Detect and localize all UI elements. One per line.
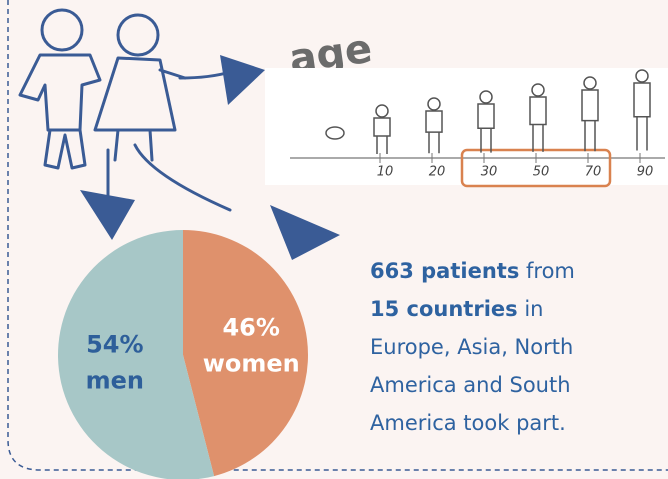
note-line: 663 patients from	[370, 259, 575, 283]
age-strip: 10 20 30 50 70 90	[265, 68, 668, 186]
slice-value-label: 46%	[222, 313, 279, 341]
note-line: America and South	[370, 373, 571, 397]
infographic: age 102030507090 663 patients from15 cou…	[0, 0, 668, 479]
age-tick-label: 70	[585, 165, 602, 180]
slice-category-label: men	[86, 367, 144, 395]
note-line: America took part.	[370, 411, 566, 435]
note-text: America took part.	[370, 411, 566, 435]
note-text: America and South	[370, 373, 571, 397]
note-text: from	[519, 259, 575, 283]
note-text: Europe, Asia, North	[370, 335, 573, 359]
age-tick-label: 50	[533, 165, 550, 180]
note-text: in	[518, 297, 544, 321]
note-line: Europe, Asia, North	[370, 335, 573, 359]
note-line: 15 countries in	[370, 297, 543, 321]
note-text: 15 countries	[370, 297, 518, 321]
slice-category-label: women	[203, 349, 300, 377]
age-tick-label: 90	[637, 165, 654, 180]
slice-value-label: 54%	[86, 331, 143, 359]
age-tick-label: 30	[481, 165, 498, 180]
age-tick-label: 20	[429, 165, 446, 180]
note-text: 663 patients	[370, 259, 519, 283]
age-tick-label: 10	[377, 165, 394, 180]
